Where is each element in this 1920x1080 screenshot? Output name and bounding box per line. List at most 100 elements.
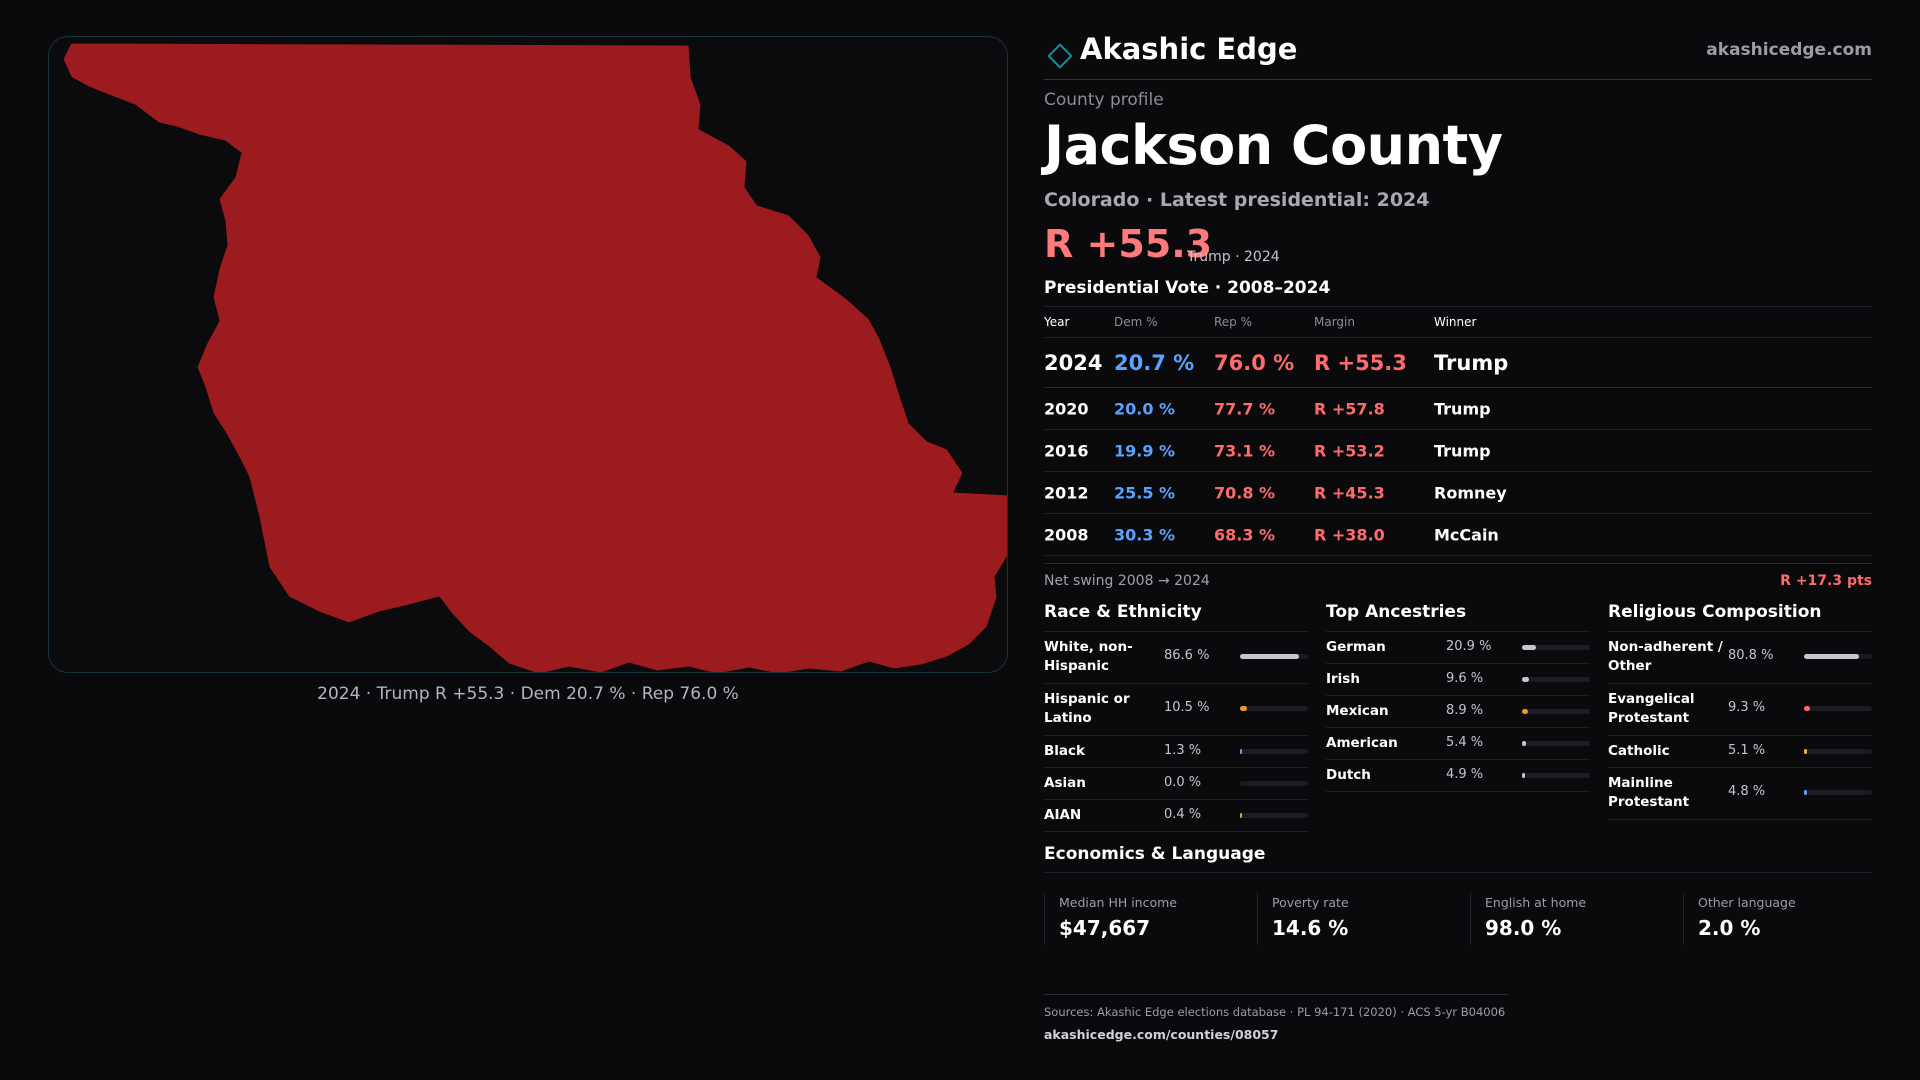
row-dem: 30.3 % — [1114, 525, 1176, 544]
footer: Sources: Akashic Edge elections database… — [1044, 994, 1508, 1042]
economics-section-title: Economics & Language — [1044, 844, 1266, 864]
race-label: Asian — [1044, 775, 1086, 791]
row-year: 2020 — [1044, 399, 1089, 418]
row-dem: 19.9 % — [1114, 441, 1176, 460]
brand-header: Akashic Edge akashicedge.com — [1044, 30, 1872, 80]
ancestry-row: Dutch 4.9 % — [1326, 760, 1590, 792]
vote-table-header: Year Dem % Rep % Margin Winner — [1044, 306, 1872, 338]
map-caption: 2024 · Trump R +55.3 · Dem 20.7 % · Rep … — [317, 684, 739, 704]
profile-column: Akashic Edge akashicedge.com County prof… — [1044, 0, 1872, 1080]
row-winner: Trump — [1434, 399, 1491, 418]
ancestry-bar — [1522, 645, 1590, 650]
vote-row: 2024 20.7 % 76.0 % R +55.3 Trump — [1044, 338, 1872, 388]
vote-row: 2020 20.0 % 77.7 % R +57.8 Trump — [1044, 388, 1872, 430]
row-margin: R +38.0 — [1314, 525, 1385, 544]
econ-value: 14.6 % — [1272, 916, 1349, 940]
race-bar — [1240, 749, 1308, 754]
econ-value: $47,667 — [1059, 916, 1151, 940]
race-pct: 0.4 % — [1164, 807, 1202, 822]
headline-margin-note: Trump · 2024 — [1187, 249, 1280, 265]
ancestry-bar-fill — [1522, 773, 1526, 778]
economics-row: Median HH income $47,667 Poverty rate 14… — [1044, 872, 1872, 945]
row-rep: 68.3 % — [1214, 525, 1276, 544]
econ-english-at-home: English at home 98.0 % — [1470, 893, 1670, 945]
race-bar — [1240, 654, 1308, 659]
county-shape[interactable] — [62, 42, 1008, 673]
ancestry-bar — [1522, 709, 1590, 714]
race-pct: 86.6 % — [1164, 648, 1210, 663]
ancestries-section: Top Ancestries German 20.9 % Irish 9.6 %… — [1326, 602, 1590, 792]
row-margin: R +45.3 — [1314, 483, 1385, 502]
race-bar — [1240, 781, 1308, 786]
race-bar-fill — [1240, 813, 1242, 818]
page-kicker: County profile — [1044, 90, 1164, 110]
race-row: Black 1.3 % — [1044, 736, 1308, 768]
race-row: Hispanic or Latino 10.5 % — [1044, 684, 1308, 736]
footer-sources: Sources: Akashic Edge elections database… — [1044, 1005, 1506, 1019]
page-subtitle: Colorado · Latest presidential: 2024 — [1044, 189, 1430, 211]
econ-value: 98.0 % — [1485, 916, 1562, 940]
row-year: 2012 — [1044, 483, 1089, 502]
row-margin: R +57.8 — [1314, 399, 1385, 418]
row-winner: Romney — [1434, 483, 1507, 502]
religion-row: Catholic 5.1 % — [1608, 736, 1872, 768]
econ-value: 2.0 % — [1698, 916, 1761, 940]
diamond-icon — [1047, 43, 1073, 69]
vote-row: 2008 30.3 % 68.3 % R +38.0 McCain — [1044, 514, 1872, 556]
religion-bar-fill — [1804, 706, 1811, 711]
religion-bar — [1804, 654, 1872, 659]
ancestry-bar — [1522, 677, 1590, 682]
religion-pct: 80.8 % — [1728, 648, 1774, 663]
ancestry-pct: 5.4 % — [1446, 735, 1484, 750]
race-bar-fill — [1240, 749, 1242, 754]
row-winner: Trump — [1434, 350, 1509, 375]
ancestry-label: Mexican — [1326, 703, 1389, 719]
row-rep: 76.0 % — [1214, 350, 1295, 375]
race-row: Asian 0.0 % — [1044, 768, 1308, 800]
row-dem: 25.5 % — [1114, 483, 1176, 502]
ancestry-section-title: Top Ancestries — [1326, 602, 1590, 632]
religion-row: Evangelical Protestant 9.3 % — [1608, 684, 1872, 736]
footer-url[interactable]: akashicedge.com/counties/08057 — [1044, 1027, 1279, 1042]
religion-label: Mainline Protestant — [1608, 775, 1690, 810]
ancestry-row: Irish 9.6 % — [1326, 664, 1590, 696]
race-label: Hispanic or Latino — [1044, 691, 1130, 726]
net-swing-label: Net swing 2008 → 2024 — [1044, 573, 1210, 589]
row-year: 2008 — [1044, 525, 1089, 544]
ancestry-pct: 9.6 % — [1446, 671, 1484, 686]
row-margin: R +55.3 — [1314, 350, 1407, 375]
row-winner: Trump — [1434, 441, 1491, 460]
religion-bar-fill — [1804, 654, 1859, 659]
race-row: AIAN 0.4 % — [1044, 800, 1308, 832]
page-title: Jackson County — [1044, 114, 1503, 177]
religion-bar — [1804, 790, 1872, 795]
row-rep: 73.1 % — [1214, 441, 1276, 460]
header-dem: Dem % — [1114, 315, 1158, 329]
header-margin: Margin — [1314, 315, 1355, 329]
ancestry-pct: 8.9 % — [1446, 703, 1484, 718]
religion-row: Non-adherent / Other 80.8 % — [1608, 632, 1872, 684]
race-pct: 10.5 % — [1164, 700, 1210, 715]
religion-label: Non-adherent / Other — [1608, 639, 1723, 674]
header-year: Year — [1044, 315, 1070, 329]
brand-url[interactable]: akashicedge.com — [1706, 40, 1872, 60]
ancestry-bar-fill — [1522, 645, 1537, 650]
headline-margin: R +55.3 — [1044, 222, 1213, 266]
race-bar — [1240, 813, 1308, 818]
ancestry-row: American 5.4 % — [1326, 728, 1590, 760]
row-rep: 77.7 % — [1214, 399, 1276, 418]
religion-section-title: Religious Composition — [1608, 602, 1872, 632]
race-row: White, non-Hispanic 86.6 % — [1044, 632, 1308, 684]
vote-row: 2016 19.9 % 73.1 % R +53.2 Trump — [1044, 430, 1872, 472]
row-year: 2016 — [1044, 441, 1089, 460]
econ-label: Poverty rate — [1272, 895, 1349, 910]
ancestry-label: Irish — [1326, 671, 1360, 687]
ancestry-bar-fill — [1522, 677, 1529, 682]
religion-pct: 4.8 % — [1728, 784, 1766, 799]
ancestry-label: American — [1326, 735, 1398, 751]
ancestry-label: German — [1326, 639, 1386, 655]
county-map-panel — [48, 36, 1008, 673]
ancestry-bar-fill — [1522, 741, 1526, 746]
ancestry-bar-fill — [1522, 709, 1529, 714]
religion-section: Religious Composition Non-adherent / Oth… — [1608, 602, 1872, 820]
